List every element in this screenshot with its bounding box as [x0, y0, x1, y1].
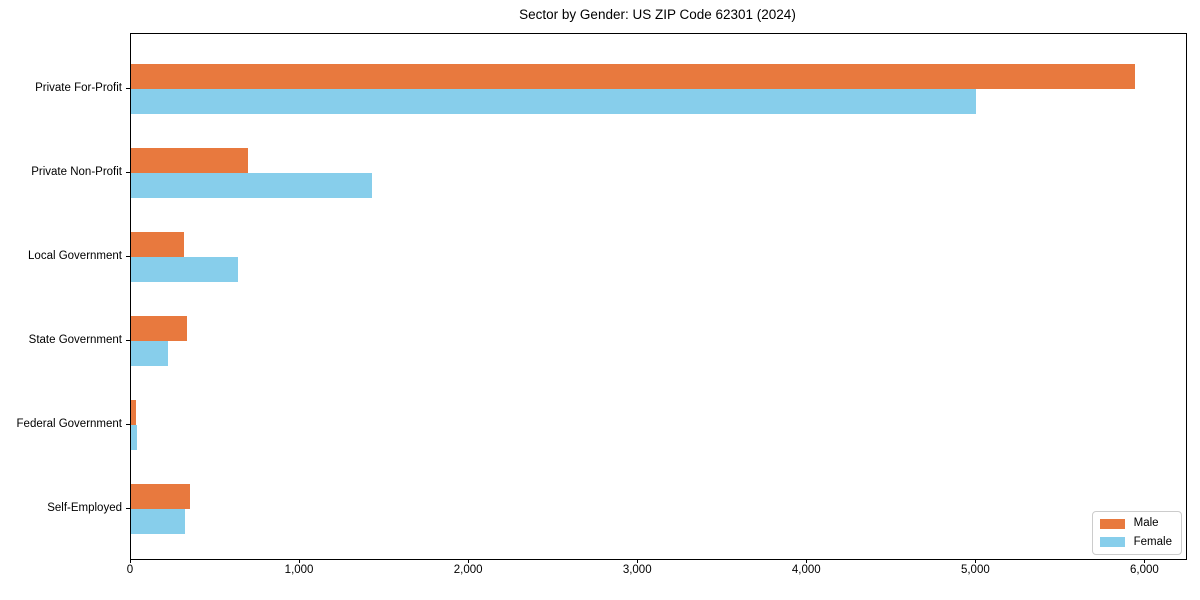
bar-male-local-government — [131, 232, 185, 257]
y-tick-mark — [126, 256, 130, 257]
bar-female-private-non-profit — [131, 173, 372, 198]
bar-female-self-employed — [131, 509, 186, 534]
x-tick-label-3000: 3,000 — [622, 564, 652, 576]
x-tick-label-0: 0 — [126, 564, 134, 576]
y-tick-label-private-non-profit: Private Non-Profit — [31, 166, 122, 178]
x-tick-mark — [468, 559, 470, 563]
plot-area: Male Female — [130, 33, 1187, 560]
y-tick-mark — [126, 172, 130, 173]
x-tick-mark — [637, 559, 639, 563]
x-tick-label-1000: 1,000 — [284, 564, 314, 576]
x-tick-label-5000: 5,000 — [960, 564, 990, 576]
y-tick-mark — [126, 424, 130, 425]
bar-female-state-government — [131, 341, 169, 366]
x-tick-mark — [130, 559, 131, 563]
y-tick-label-private-for-profit: Private For-Profit — [35, 82, 122, 94]
y-tick-mark — [126, 508, 130, 509]
y-tick-mark — [126, 88, 130, 89]
bar-male-federal-government — [131, 400, 137, 425]
x-tick-mark — [1144, 559, 1146, 563]
y-tick-label-local-government: Local Government — [28, 250, 122, 262]
female-series-swatch — [1099, 537, 1125, 548]
x-tick-label-2000: 2,000 — [453, 564, 483, 576]
legend: Male Female — [1091, 511, 1182, 555]
y-tick-label-state-government: State Government — [28, 334, 122, 346]
male-series-swatch — [1099, 518, 1125, 529]
x-tick-mark — [806, 559, 808, 563]
y-tick-label-self-employed: Self-Employed — [47, 502, 122, 514]
legend-label-male: Male — [1133, 517, 1159, 529]
bar-male-self-employed — [131, 484, 191, 509]
legend-item-male: Male — [1099, 517, 1172, 530]
bar-female-local-government — [131, 257, 238, 282]
bar-female-private-for-profit — [131, 89, 977, 114]
y-tick-mark — [126, 340, 130, 341]
x-tick-label-4000: 4,000 — [791, 564, 821, 576]
legend-item-female: Female — [1099, 535, 1172, 549]
legend-label-female: Female — [1133, 535, 1172, 548]
bar-male-state-government — [131, 316, 187, 341]
bar-male-private-non-profit — [131, 148, 248, 173]
bar-male-private-for-profit — [131, 64, 1136, 89]
y-tick-label-federal-government: Federal Government — [16, 418, 122, 430]
x-tick-mark — [299, 559, 301, 563]
x-tick-mark — [975, 559, 977, 563]
x-tick-label-6000: 6,000 — [1130, 564, 1159, 576]
chart-title: Sector by Gender: US ZIP Code 62301 (202… — [519, 7, 796, 22]
bar-female-federal-government — [131, 425, 137, 450]
